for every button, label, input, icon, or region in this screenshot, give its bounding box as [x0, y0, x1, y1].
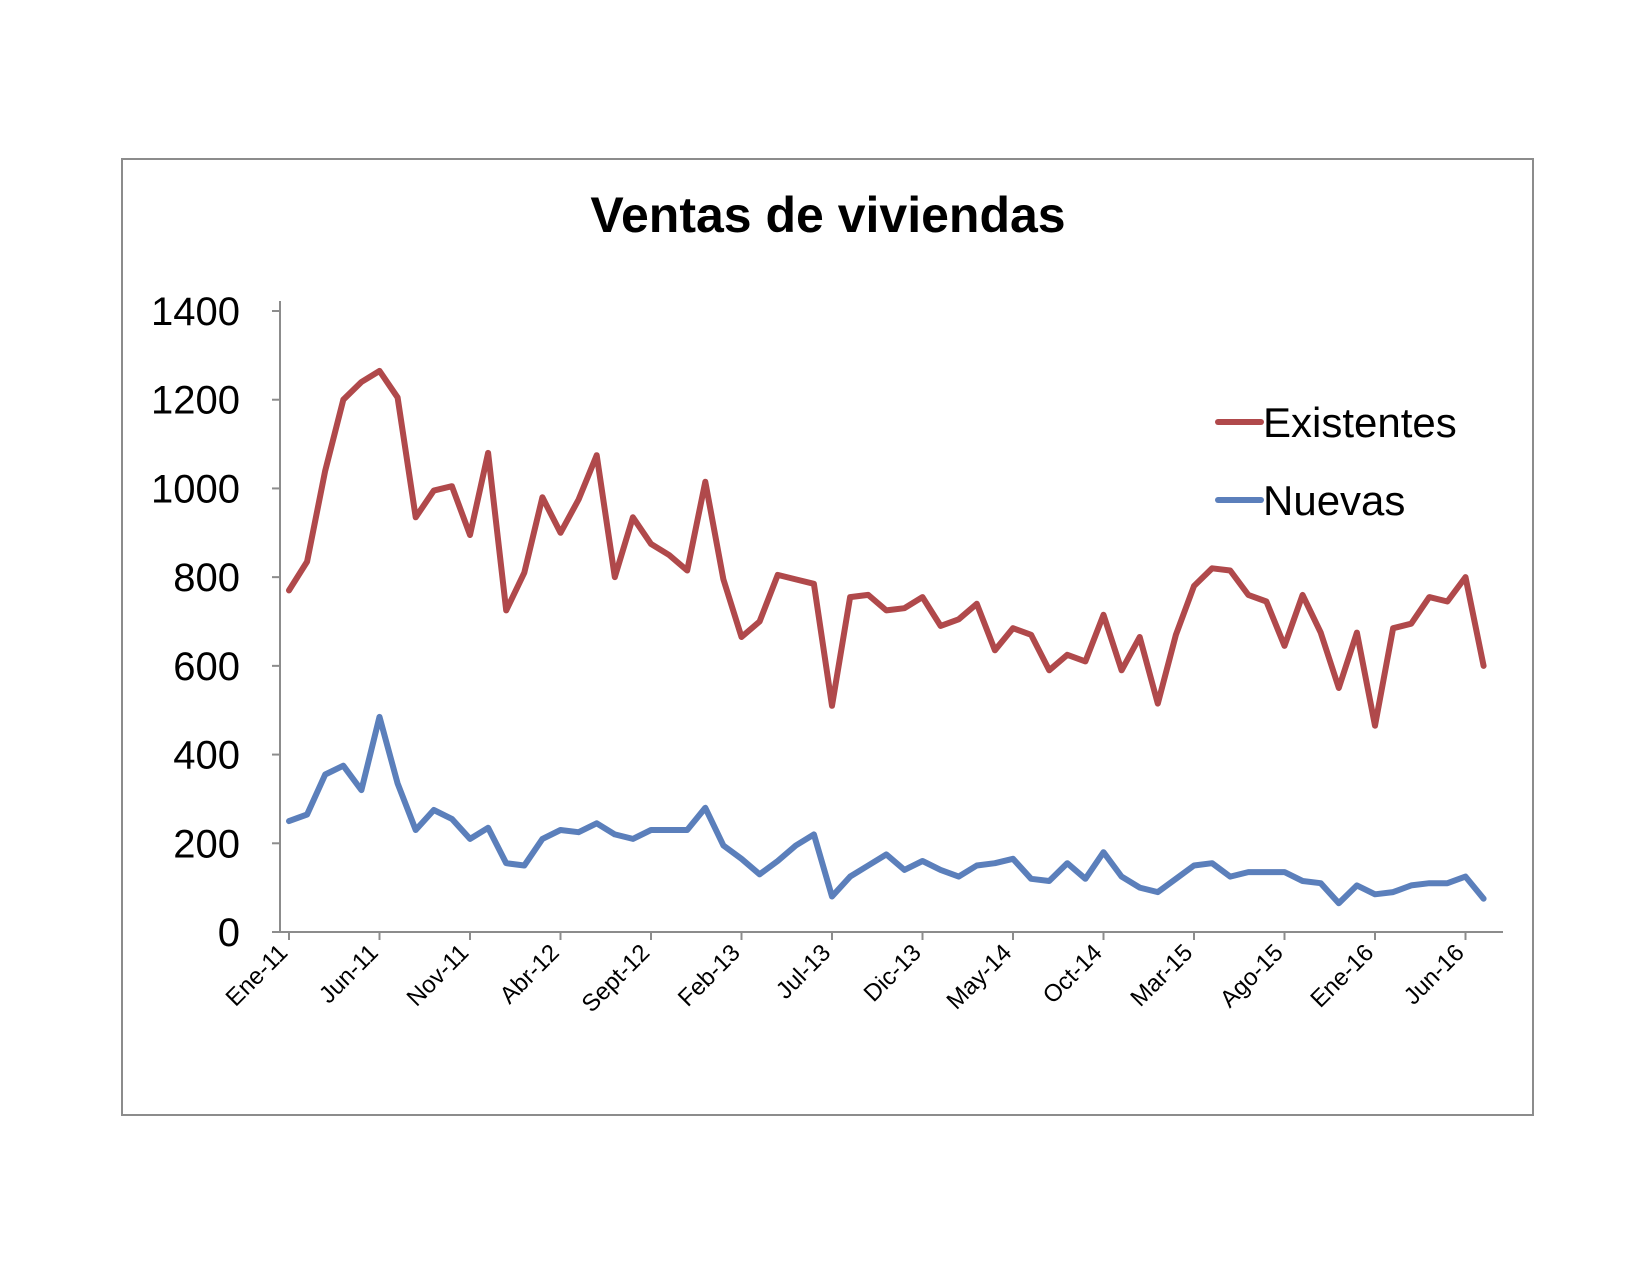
- chart-title: Ventas de viviendas: [590, 187, 1065, 243]
- x-tick-label: Jun-16: [1399, 939, 1470, 1010]
- y-tick-label: 600: [173, 645, 240, 689]
- x-tick-label: Ene-16: [1305, 939, 1379, 1013]
- y-tick-label: 1400: [151, 290, 240, 334]
- legend: Existentes Nuevas: [1215, 399, 1457, 524]
- y-tick-label: 200: [173, 822, 240, 866]
- x-axis-ticks: Ene-11 Jun-11 Nov-11 Abr-12 Sept-12 Feb-13 Jul…: [221, 932, 1470, 1018]
- line-chart: Ventas de viviendas 0 200 400 600 800 1000 120…: [151, 187, 1503, 1018]
- x-tick-label: Mar-15: [1125, 939, 1198, 1012]
- x-tick-label: Ago-15: [1215, 939, 1289, 1013]
- x-tick-label: Jul-13: [771, 939, 836, 1004]
- y-tick-label: 800: [173, 556, 240, 600]
- series-layer: [286, 367, 1487, 907]
- x-tick-label: May-14: [942, 939, 1018, 1015]
- y-tick-label: 400: [173, 734, 240, 778]
- x-tick-label: Oct-14: [1038, 939, 1108, 1009]
- x-tick-label: Dic-13: [859, 939, 927, 1007]
- x-tick-label: Jun-11: [314, 939, 384, 1009]
- y-tick-label: 1200: [151, 379, 240, 423]
- x-tick-label: Nov-11: [402, 939, 475, 1012]
- series-line-nuevas: [286, 713, 1487, 907]
- axes: [279, 301, 1503, 933]
- legend-label-nuevas: Nuevas: [1263, 477, 1405, 524]
- series-line-existentes: [286, 367, 1487, 729]
- x-tick-label: Sept-12: [577, 939, 656, 1018]
- y-axis-ticks: 0 200 400 600 800 1000 1200 1400: [151, 290, 280, 955]
- x-tick-label: Abr-12: [495, 939, 565, 1009]
- chart-frame: Ventas de viviendas 0 200 400 600 800 1000 120…: [121, 158, 1534, 1116]
- y-tick-label: 0: [218, 911, 240, 955]
- legend-label-existentes: Existentes: [1263, 399, 1457, 446]
- y-tick-label: 1000: [151, 467, 240, 511]
- x-tick-label: Feb-13: [673, 939, 746, 1012]
